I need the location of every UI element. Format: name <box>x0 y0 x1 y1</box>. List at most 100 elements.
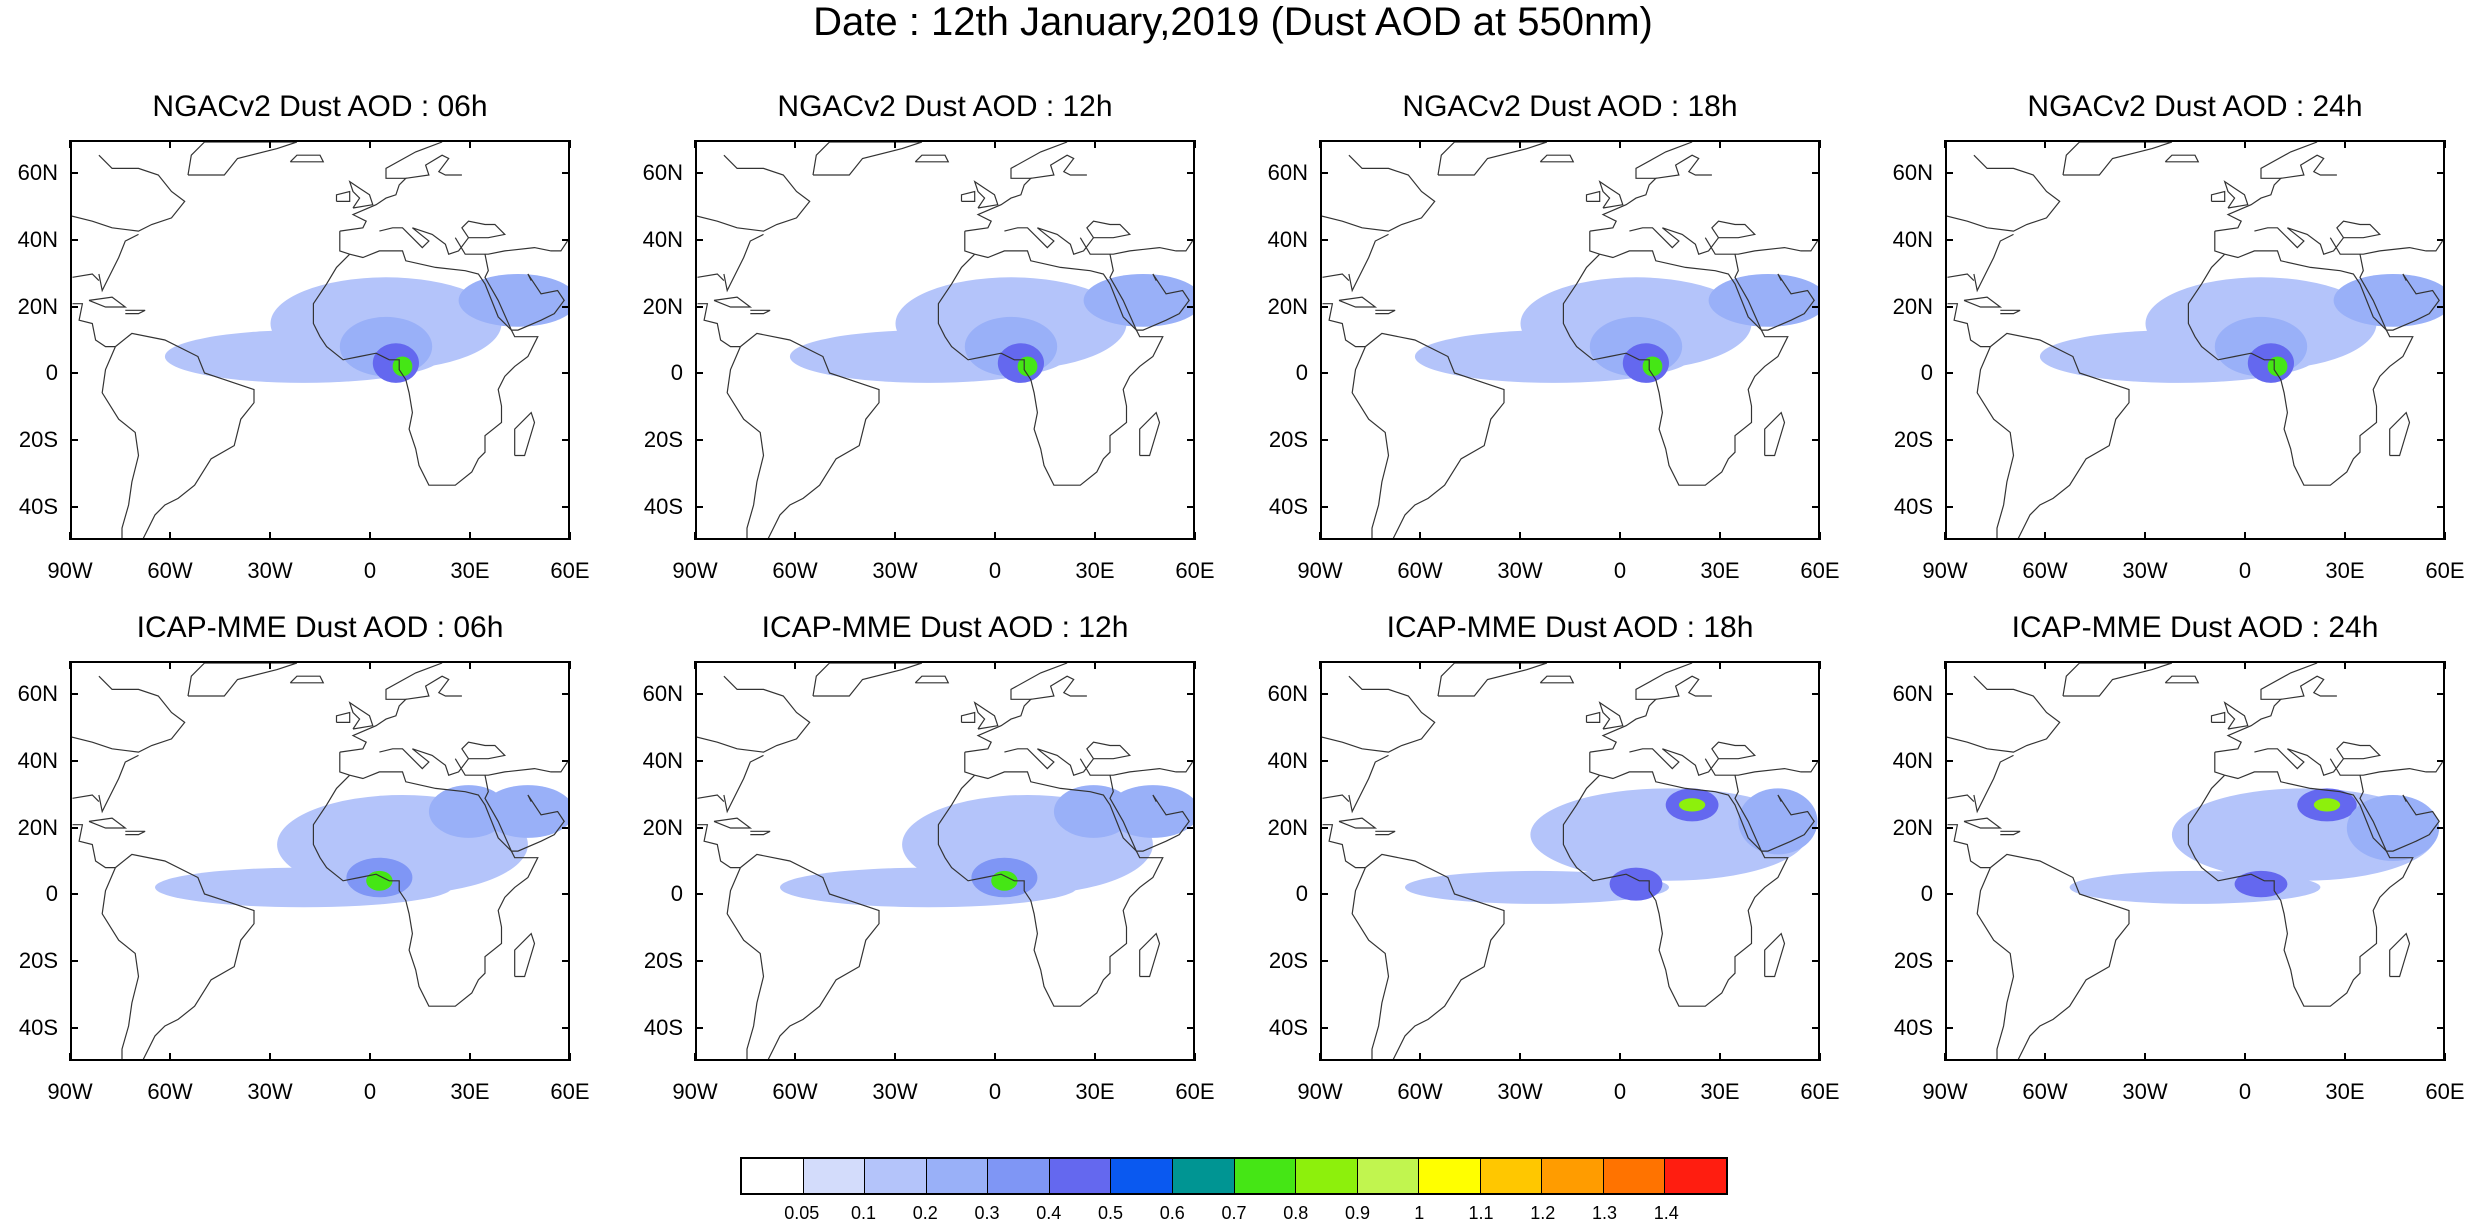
axis-tick <box>569 532 571 540</box>
coastline <box>115 332 255 538</box>
coastline <box>454 758 568 776</box>
longitude-label: 60W <box>1397 1079 1443 1104</box>
axis-tick <box>1812 693 1820 696</box>
longitude-label: 90W <box>672 558 718 583</box>
axis-tick <box>2437 305 2445 308</box>
axis-tick <box>1945 693 1953 696</box>
axis-tick <box>1945 960 1953 962</box>
longitude-label: 0 <box>2238 558 2252 583</box>
axis-tick <box>1519 661 1521 669</box>
axis-tick <box>1187 439 1195 441</box>
axis-tick <box>1812 305 1820 308</box>
coastline <box>312 771 539 1007</box>
colorbar-swatch <box>1049 1159 1112 1193</box>
latitude-label: 20S <box>1893 427 1933 452</box>
axis-tick <box>1319 140 1321 148</box>
dust-aod-shading <box>1106 785 1193 838</box>
colorbar-swatch <box>926 1159 989 1193</box>
axis-tick <box>1187 693 1195 696</box>
axis-tick <box>369 1053 371 1061</box>
axis-tick <box>1619 532 1621 540</box>
coastline <box>72 824 116 869</box>
coastline <box>1322 675 1436 753</box>
dust-aod-shading <box>392 356 413 377</box>
longitude-label: 60E <box>1800 558 1840 583</box>
axis-tick <box>1719 661 1721 669</box>
axis-tick <box>2444 1053 2446 1061</box>
axis-tick <box>695 505 703 508</box>
coastline <box>1375 830 1396 836</box>
axis-tick <box>2044 532 2046 540</box>
latitude-label: 20N <box>1892 293 1933 319</box>
axis-tick <box>1812 372 1820 375</box>
coastline <box>514 411 536 457</box>
axis-tick <box>694 661 696 669</box>
axis-tick <box>562 239 570 241</box>
axis-tick <box>369 532 371 540</box>
colorbar-label: 0.3 <box>974 1203 1000 1223</box>
coastline <box>964 231 975 255</box>
latitude-label: 20S <box>643 948 683 973</box>
axis-tick <box>1619 661 1621 669</box>
axis-tick <box>2044 140 2046 148</box>
map-canvas <box>1947 663 2443 1059</box>
coastline <box>1764 411 1786 457</box>
colorbar-swatch <box>1111 1159 1173 1193</box>
coastline <box>2000 309 2021 315</box>
axis-tick <box>794 532 796 540</box>
longitude-label: 30W <box>247 1079 293 1104</box>
dust-aod-shading <box>1738 788 1818 855</box>
coastline <box>964 142 1068 232</box>
axis-tick <box>1945 760 1953 762</box>
longitude-label: 30E <box>2325 558 2365 583</box>
axis-tick <box>2437 239 2445 241</box>
coastline <box>101 346 140 538</box>
axis-tick <box>1812 893 1820 896</box>
longitude-label: 90W <box>672 1079 718 1104</box>
axis-tick <box>1812 505 1820 508</box>
axis-tick <box>1319 661 1321 669</box>
coastline <box>514 932 536 978</box>
axis-tick <box>562 826 570 829</box>
axis-tick <box>1320 239 1328 241</box>
axis-tick <box>1719 1053 1721 1061</box>
axis-tick <box>469 140 471 148</box>
axis-tick <box>1719 140 1721 148</box>
latitude-label: 0 <box>670 881 683 907</box>
coastline <box>1030 675 1087 700</box>
latitude-label: 20N <box>17 293 58 319</box>
coastline <box>335 711 351 723</box>
axis-tick <box>70 1026 78 1029</box>
axis-tick <box>2437 826 2445 829</box>
coastline <box>740 853 880 1059</box>
coastline <box>697 154 811 232</box>
coastline <box>72 303 116 348</box>
coastline <box>2214 752 2225 776</box>
axis-tick <box>1320 172 1328 175</box>
colorbar-swatch <box>1665 1159 1726 1193</box>
axis-tick <box>1944 532 1946 540</box>
colorbar-label: 1.3 <box>1591 1203 1618 1223</box>
latitude-label: 20S <box>18 948 58 973</box>
coastline <box>1585 711 1601 723</box>
longitude-label: 90W <box>47 1079 93 1104</box>
axis-tick <box>1094 140 1096 148</box>
coastline <box>1963 817 2003 829</box>
coastline <box>312 250 539 486</box>
latitude-label: 0 <box>1920 881 1933 907</box>
coastline <box>1375 309 1396 315</box>
coastline <box>1348 233 1389 293</box>
axis-tick <box>1320 693 1328 696</box>
axis-tick <box>1187 372 1195 375</box>
axis-tick <box>1187 1026 1195 1029</box>
latitude-label: 40S <box>643 1014 683 1040</box>
coastline <box>2214 142 2318 232</box>
coastline <box>88 817 128 829</box>
axis-tick <box>70 893 78 896</box>
axis-tick <box>1320 372 1328 375</box>
coastline <box>2254 748 2344 776</box>
coastline <box>1348 754 1389 814</box>
latitude-label: 40N <box>1267 227 1308 252</box>
axis-tick <box>2437 960 2445 962</box>
panel-title: ICAP-MME Dust AOD : 12h <box>761 611 1129 644</box>
